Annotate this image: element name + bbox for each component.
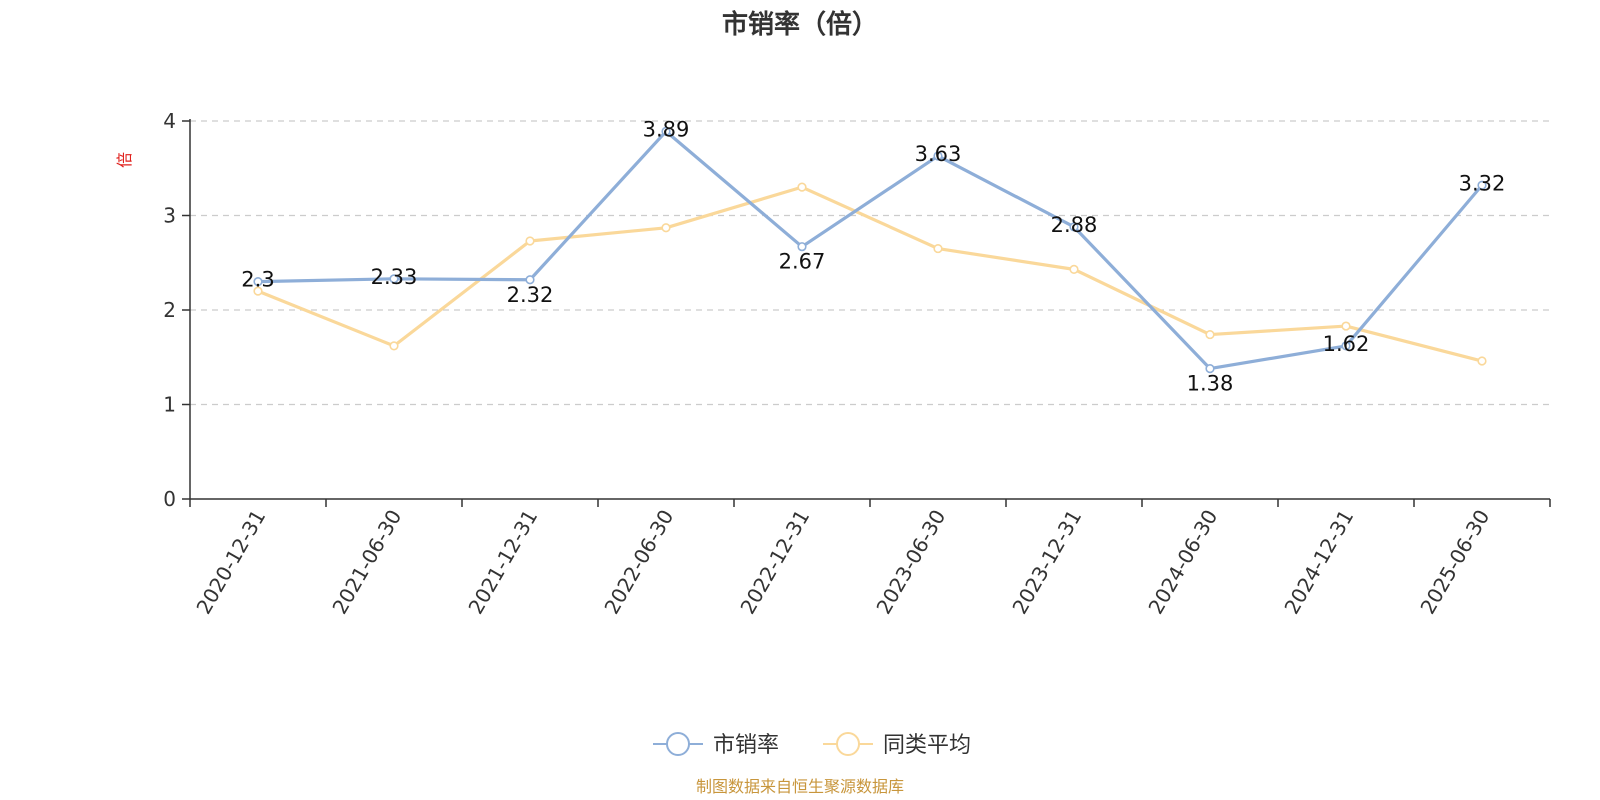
data-point-市销率-2023-06-30 [933,151,943,161]
series [253,126,1487,374]
legend: 市销率 同类平均 [653,732,971,758]
data-point-市销率-2021-12-31 [525,275,535,285]
legend-label-同类平均: 同类平均 [883,733,971,758]
y-tick-label-2: 2 [163,298,176,322]
data-point-市销率-2020-12-31 [253,277,263,287]
chart-title: 市销率（倍） [722,9,878,40]
x-tick-label-2020-12-31: 2020-12-31 [191,506,270,619]
data-point-同类平均-2025-06-30 [1477,356,1487,366]
data-point-市销率-2024-12-31 [1341,341,1351,351]
legend-marker-同类平均 [836,732,860,756]
data-labels: 2.3 2.33 2.32 3.89 2.67 3.63 2.88 1.38 1.62 3.32 [241,117,1505,395]
x-tick-label-2024-06-30: 2024-06-30 [1143,506,1222,619]
axes [182,119,1551,507]
data-point-同类平均-2024-06-30 [1205,329,1215,340]
x-tick-label-2021-06-30: 2021-06-30 [327,506,406,619]
y-tick-labels: 0 1 2 3 4 [163,109,176,511]
y-tick-label-0: 0 [163,487,176,511]
x-tick-label-2025-06-30: 2025-06-30 [1415,506,1494,619]
data-label-2021-06-30: 2.33 [371,265,418,289]
data-point-市销率-2024-06-30 [1205,363,1215,374]
x-tick-labels: 2020-12-31 2021-06-30 2021-12-31 2022-06-30… [191,506,1494,619]
data-label-2024-12-31: 1.62 [1323,332,1370,356]
y-tick-label-1: 1 [163,393,176,417]
legend-marker-市销率 [666,732,690,756]
data-point-同类平均-2023-06-30 [933,243,943,254]
source-note: 制图数据来自恒生聚源数据库 [696,777,904,796]
data-label-2025-06-30: 3.32 [1459,171,1506,195]
y-axis-label: 倍 [115,152,134,168]
data-label-2024-06-30: 1.38 [1187,372,1234,396]
grid-lines [190,120,1550,406]
data-label-2023-12-31: 2.88 [1051,213,1098,237]
x-tick-label-2022-06-30: 2022-06-30 [599,506,678,619]
data-point-同类平均-2021-06-30 [389,341,399,351]
x-tick-label-2023-06-30: 2023-06-30 [871,506,950,619]
data-point-市销率-2021-06-30 [389,274,399,284]
legend-label-市销率: 市销率 [713,733,779,758]
data-label-2023-06-30: 3.63 [915,142,962,166]
x-tick-label-2021-12-31: 2021-12-31 [463,506,542,619]
x-tick-label-2022-12-31: 2022-12-31 [735,506,814,619]
data-point-市销率-2022-06-30 [661,126,671,136]
data-point-市销率-2025-06-30 [1477,180,1487,190]
data-point-同类平均-2024-12-31 [1341,321,1351,331]
data-label-2020-12-31: 2.3 [241,268,274,292]
data-point-同类平均-2023-12-31 [1069,264,1079,274]
data-point-同类平均-2022-12-31 [797,182,807,192]
data-label-2022-06-30: 3.89 [643,117,690,141]
x-tick-label-2024-12-31: 2024-12-31 [1279,506,1358,619]
y-tick-label-3: 3 [163,204,176,228]
data-point-同类平均-2022-06-30 [661,223,671,233]
series-line-同类平均 [257,185,1483,363]
x-tick-label-2023-12-31: 2023-12-31 [1007,506,1086,619]
data-label-2021-12-31: 2.32 [507,283,554,307]
data-point-同类平均-2021-12-31 [525,236,535,246]
data-point-市销率-2022-12-31 [797,242,807,252]
series-line-市销率 [257,129,1484,371]
y-tick-label-4: 4 [163,109,176,133]
data-point-市销率-2023-12-31 [1069,222,1079,232]
data-point-同类平均-2020-12-31 [253,286,263,296]
data-label-2022-12-31: 2.67 [779,250,826,274]
